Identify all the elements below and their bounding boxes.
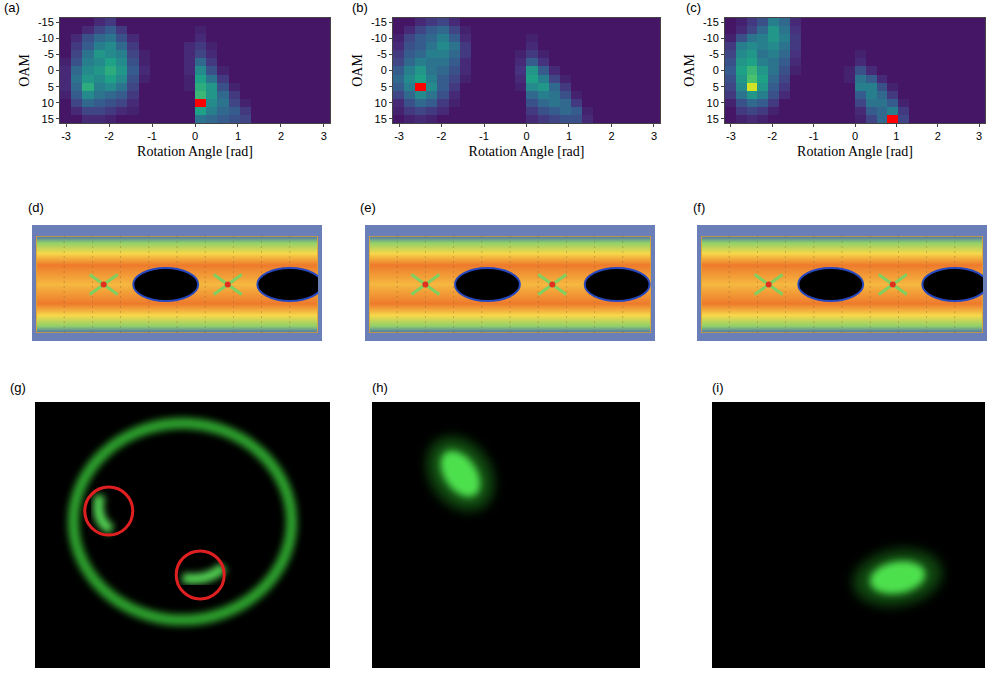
svg-text:-10: -10 <box>38 32 54 44</box>
svg-text:1: 1 <box>235 130 241 142</box>
svg-text:-2: -2 <box>767 130 777 142</box>
svg-text:3: 3 <box>321 130 327 142</box>
svg-text:-2: -2 <box>437 130 447 142</box>
html-text:(d): (d) <box>28 200 44 215</box>
svg-text:10: 10 <box>42 97 54 109</box>
svg-text:Rotation Angle [rad]: Rotation Angle [rad] <box>797 144 913 159</box>
svg-text:2: 2 <box>278 130 284 142</box>
svg-text:Rotation Angle [rad]: Rotation Angle [rad] <box>469 144 585 159</box>
svg-text:0: 0 <box>381 64 387 76</box>
svg-text:0: 0 <box>713 64 719 76</box>
html-text:(f): (f) <box>693 200 706 215</box>
svg-text:-3: -3 <box>61 130 71 142</box>
svg-text:15: 15 <box>42 113 54 125</box>
svg-text:-2: -2 <box>104 130 114 142</box>
svg-text:0: 0 <box>852 130 858 142</box>
svg-text:5: 5 <box>48 81 54 93</box>
html-text:(c): (c) <box>686 0 702 15</box>
svg-text:10: 10 <box>375 97 387 109</box>
svg-text:15: 15 <box>375 113 387 125</box>
svg-text:-5: -5 <box>709 48 719 60</box>
svg-text:-1: -1 <box>479 130 489 142</box>
svg-text:1: 1 <box>566 130 572 142</box>
svg-text:-5: -5 <box>377 48 387 60</box>
svg-text:2: 2 <box>608 130 614 142</box>
svg-text:5: 5 <box>713 81 719 93</box>
svg-text:OAM: OAM <box>17 54 32 87</box>
svg-text:3: 3 <box>651 130 657 142</box>
svg-text:Rotation Angle [rad]: Rotation Angle [rad] <box>137 144 253 159</box>
svg-text:-1: -1 <box>147 130 157 142</box>
svg-text:10: 10 <box>707 97 719 109</box>
svg-text:15: 15 <box>707 113 719 125</box>
html-text:(h): (h) <box>372 380 388 395</box>
svg-text:-10: -10 <box>371 32 387 44</box>
svg-text:-15: -15 <box>38 16 54 28</box>
svg-text:0: 0 <box>192 130 198 142</box>
html-text:(g): (g) <box>10 380 26 395</box>
svg-text:-5: -5 <box>44 48 54 60</box>
svg-text:2: 2 <box>935 130 941 142</box>
svg-text:-15: -15 <box>371 16 387 28</box>
svg-text:OAM: OAM <box>350 54 365 87</box>
svg-text:0: 0 <box>523 130 529 142</box>
svg-text:-1: -1 <box>809 130 819 142</box>
svg-text:0: 0 <box>48 64 54 76</box>
html-text:(e): (e) <box>360 200 376 215</box>
svg-text:5: 5 <box>381 81 387 93</box>
html-text:(i): (i) <box>712 380 724 395</box>
svg-text:1: 1 <box>893 130 899 142</box>
svg-text:-3: -3 <box>394 130 404 142</box>
html-text:(b): (b) <box>352 0 368 15</box>
html-text:(a): (a) <box>4 0 20 15</box>
svg-text:-3: -3 <box>726 130 736 142</box>
svg-text:-15: -15 <box>703 16 719 28</box>
svg-text:OAM: OAM <box>682 54 697 87</box>
svg-text:-10: -10 <box>703 32 719 44</box>
svg-text:3: 3 <box>976 130 982 142</box>
